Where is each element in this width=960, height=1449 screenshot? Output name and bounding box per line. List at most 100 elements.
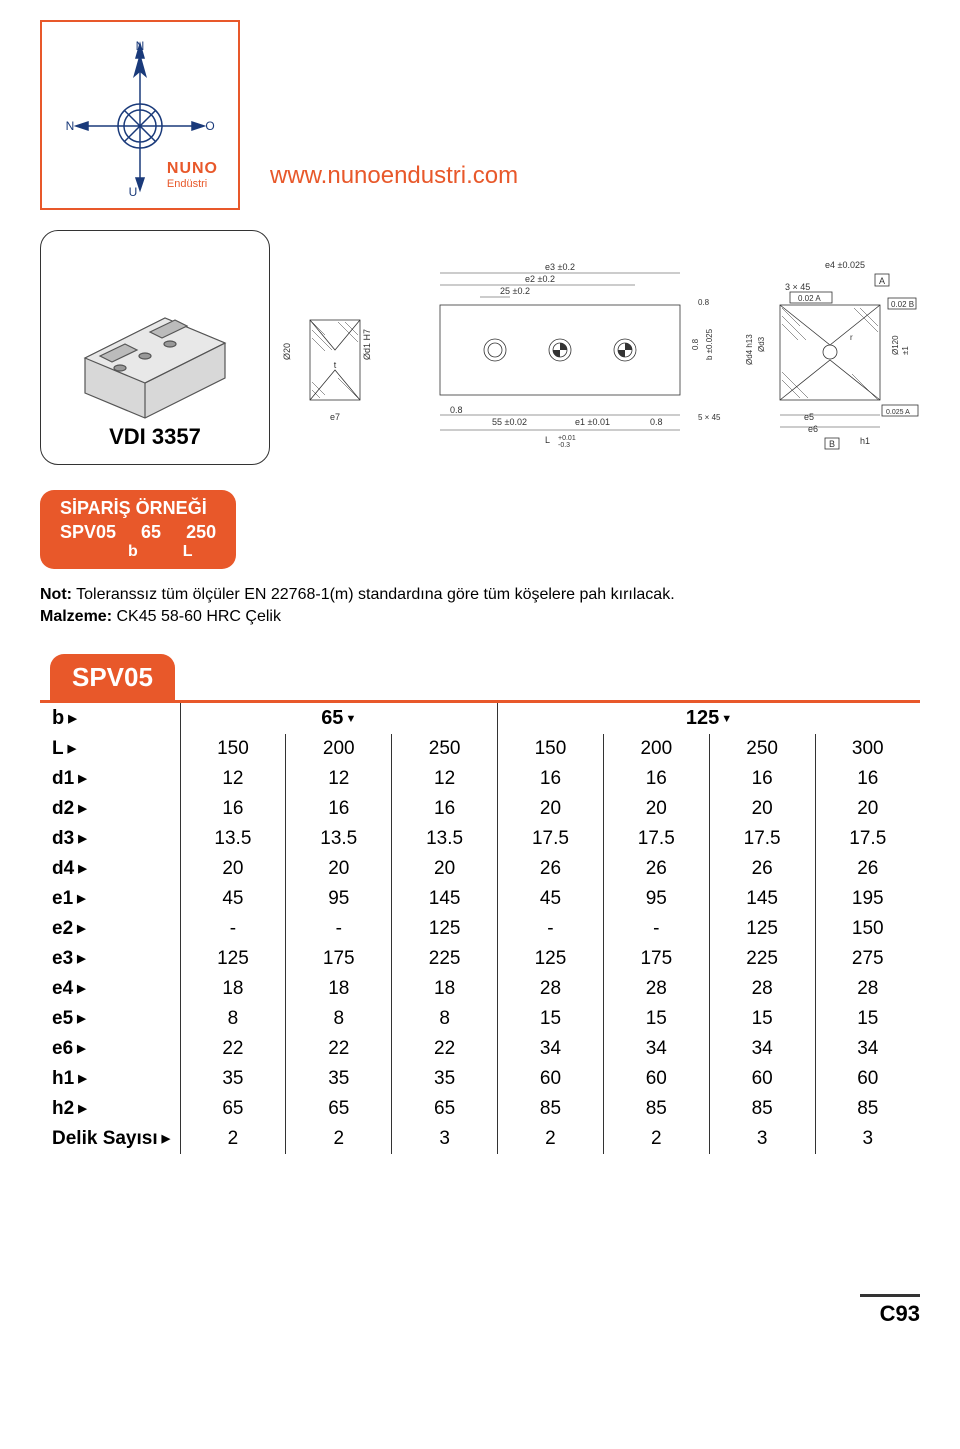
drawing-row: VDI 3357 Ø20 xyxy=(40,230,920,465)
svg-text:0.8: 0.8 xyxy=(450,405,463,415)
cell: 145 xyxy=(709,884,815,914)
order-title: SİPARİŞ ÖRNEĞİ xyxy=(60,498,216,519)
row-label: e2 xyxy=(40,914,180,944)
svg-text:b ±0.025: b ±0.025 xyxy=(705,328,714,360)
header-row: N N O U NUNO Endüstri www.nunoendustri.c… xyxy=(40,20,920,210)
svg-text:0.02 A: 0.02 A xyxy=(798,294,821,303)
note-line-2: Malzeme: CK45 58-60 HRC Çelik xyxy=(40,606,920,628)
cell: 13.5 xyxy=(286,824,392,854)
cell: 125 xyxy=(180,944,286,974)
svg-text:Ød3: Ød3 xyxy=(757,336,766,352)
logo-sub: Endüstri xyxy=(167,178,218,190)
website-link[interactable]: www.nunoendustri.com xyxy=(270,162,518,190)
page-number: C93 xyxy=(860,1294,920,1327)
svg-text:0.8: 0.8 xyxy=(650,417,663,427)
cell: 150 xyxy=(180,734,286,764)
order-sub: b L xyxy=(60,543,216,561)
svg-text:Ød4 h13: Ød4 h13 xyxy=(745,334,754,365)
cell: 65 xyxy=(392,1094,498,1124)
cell: 2 xyxy=(286,1124,392,1154)
cell: 250 xyxy=(709,734,815,764)
cell: 45 xyxy=(180,884,286,914)
cell: 35 xyxy=(392,1064,498,1094)
cell: 20 xyxy=(392,854,498,884)
cell: 8 xyxy=(392,1004,498,1034)
cell: 2 xyxy=(603,1124,709,1154)
table-row-b: b 65 125 xyxy=(40,703,920,734)
cell: 60 xyxy=(498,1064,604,1094)
cell: 28 xyxy=(498,974,604,1004)
svg-text:0.8: 0.8 xyxy=(698,298,710,307)
cell-group-65: 65 xyxy=(180,703,498,734)
svg-text:25 ±0.2: 25 ±0.2 xyxy=(500,286,530,296)
svg-text:-0.3: -0.3 xyxy=(558,442,570,449)
cell: 16 xyxy=(180,794,286,824)
cell: 20 xyxy=(180,854,286,884)
row-label: d4 xyxy=(40,854,180,884)
svg-text:Ød1 H7: Ød1 H7 xyxy=(362,329,372,360)
cell: 20 xyxy=(603,794,709,824)
svg-text:e6: e6 xyxy=(808,424,818,434)
cell: 85 xyxy=(603,1094,709,1124)
cell: 2 xyxy=(180,1124,286,1154)
cell: 35 xyxy=(180,1064,286,1094)
iso-drawing-box: VDI 3357 xyxy=(40,230,270,465)
cell: 15 xyxy=(498,1004,604,1034)
svg-text:t: t xyxy=(334,360,337,370)
page: N N O U NUNO Endüstri www.nunoendustri.c… xyxy=(0,0,960,1347)
svg-text:h1: h1 xyxy=(860,436,870,446)
cell: 60 xyxy=(815,1064,920,1094)
svg-text:e4 ±0.025: e4 ±0.025 xyxy=(825,260,865,270)
table-row: L150200250150200250300 xyxy=(40,734,920,764)
svg-text:A: A xyxy=(879,276,885,286)
cell: 26 xyxy=(815,854,920,884)
note-line-1: Not: Toleranssız tüm ölçüler EN 22768-1(… xyxy=(40,584,920,606)
svg-text:Ø20: Ø20 xyxy=(282,343,292,360)
cell: 85 xyxy=(498,1094,604,1124)
row-label: e5 xyxy=(40,1004,180,1034)
cell: 15 xyxy=(709,1004,815,1034)
cell: 34 xyxy=(815,1034,920,1064)
cell: 20 xyxy=(709,794,815,824)
cell: 34 xyxy=(603,1034,709,1064)
svg-text:N: N xyxy=(66,119,75,133)
row-label: d3 xyxy=(40,824,180,854)
cell: 13.5 xyxy=(180,824,286,854)
cell: 34 xyxy=(498,1034,604,1064)
row-label: e4 xyxy=(40,974,180,1004)
row-label: d2 xyxy=(40,794,180,824)
cell: 150 xyxy=(815,914,920,944)
cell: 12 xyxy=(286,764,392,794)
table-row: h265656585858585 xyxy=(40,1094,920,1124)
cell: 17.5 xyxy=(815,824,920,854)
cell: 15 xyxy=(603,1004,709,1034)
cell: - xyxy=(286,914,392,944)
cell: - xyxy=(603,914,709,944)
cell: 28 xyxy=(815,974,920,1004)
table-row: e588815151515 xyxy=(40,1004,920,1034)
svg-text:e2 ±0.2: e2 ±0.2 xyxy=(525,274,555,284)
cell-b-label: b xyxy=(40,703,180,734)
table-row: e418181828282828 xyxy=(40,974,920,1004)
svg-text:e1 ±0.01: e1 ±0.01 xyxy=(575,417,610,427)
cell: 195 xyxy=(815,884,920,914)
cell: 16 xyxy=(286,794,392,824)
cell: 26 xyxy=(498,854,604,884)
svg-text:Ø120: Ø120 xyxy=(891,335,900,355)
svg-text:0.8: 0.8 xyxy=(691,338,700,350)
row-label: d1 xyxy=(40,764,180,794)
svg-text:L: L xyxy=(545,435,550,445)
cell: 28 xyxy=(603,974,709,1004)
order-v2: 250 xyxy=(186,522,216,543)
cell: - xyxy=(498,914,604,944)
row-label: e6 xyxy=(40,1034,180,1064)
tech-drawings: Ø20 Ød1 H7 t e7 e3 ±0.2 e2 ± xyxy=(280,230,920,465)
cell: 17.5 xyxy=(709,824,815,854)
cell: 250 xyxy=(392,734,498,764)
cell: 300 xyxy=(815,734,920,764)
cell: 125 xyxy=(498,944,604,974)
cell: 20 xyxy=(286,854,392,884)
cell: 175 xyxy=(286,944,392,974)
spec-table: b 65 125 L150200250150200250300d11212121… xyxy=(40,703,920,1154)
cell: 3 xyxy=(709,1124,815,1154)
